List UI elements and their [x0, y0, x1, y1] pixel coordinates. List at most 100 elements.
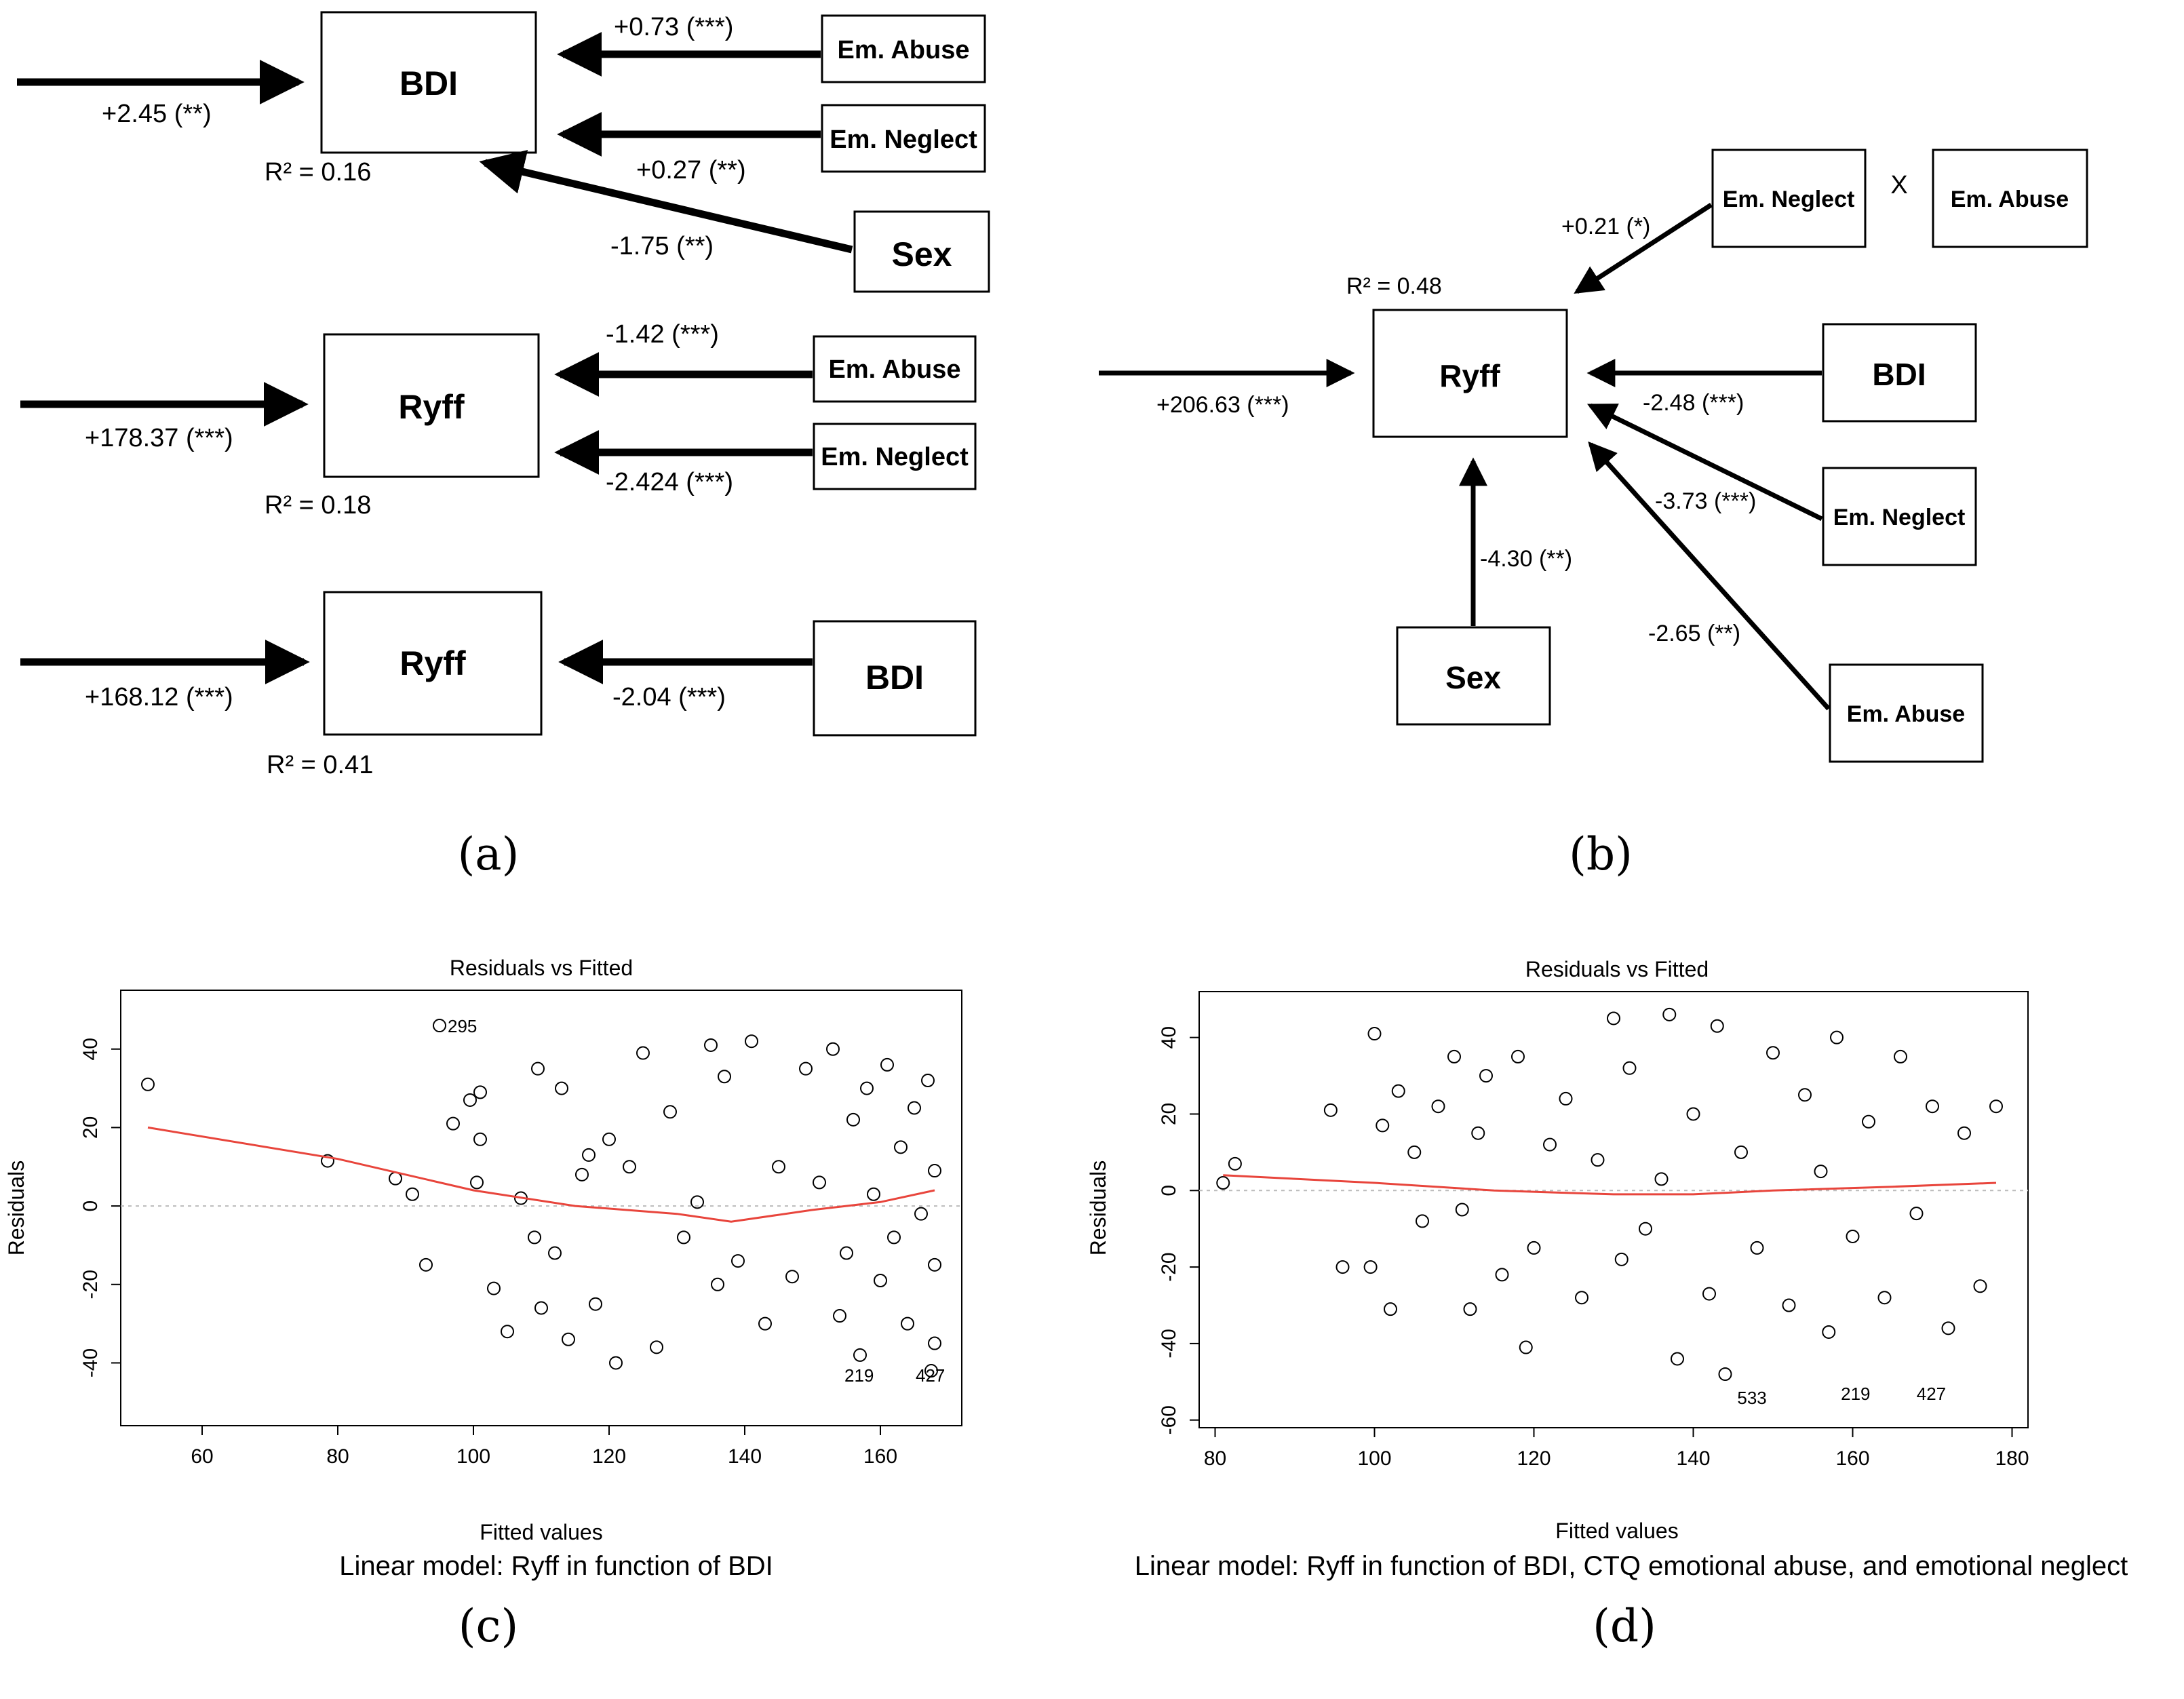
plot-c-trend-line [147, 1126, 935, 1223]
plot-c-point [860, 1081, 874, 1095]
plot-c-point [589, 1297, 602, 1311]
plot-c-point [141, 1077, 155, 1091]
em-abuse-label-1: Em. Abuse [838, 36, 970, 64]
em-neglect-coef-b: -3.73 (***) [1655, 488, 1756, 514]
plot-c-ytick-label: -40 [79, 1348, 102, 1378]
plot-c-point [785, 1270, 799, 1284]
plot-d-point [1639, 1222, 1652, 1236]
plot-c-point [813, 1175, 826, 1190]
plot-d-point [1957, 1126, 1971, 1140]
plot-c-point [473, 1132, 487, 1146]
plot-d-ticks: 80 100 120 140 160 180 40 20 0 -20 -40 -60 [1158, 1026, 2029, 1470]
intercept-coef-b: +206.63 (***) [1156, 392, 1289, 418]
plot-c-point [731, 1254, 745, 1268]
plot-d-point [1766, 1046, 1780, 1060]
plot-d-point [1511, 1049, 1525, 1063]
plot-c-point [833, 1309, 846, 1323]
plot-c-point [908, 1101, 921, 1115]
ryff-outcome-box-b [1372, 309, 1568, 438]
plot-d-point [1894, 1049, 1907, 1063]
plot-c-point [321, 1154, 334, 1168]
plot-d-xtick-label: 120 [1517, 1447, 1551, 1470]
plot-c-point [928, 1164, 941, 1178]
plot-c-points: 295 219 427 [141, 1016, 945, 1386]
plot-d-xtick-label: 160 [1835, 1447, 1869, 1470]
plot-c-point [555, 1081, 568, 1095]
plot-c-point [623, 1160, 636, 1174]
bdi-label-3: BDI [865, 659, 924, 697]
plot-d-point [1973, 1279, 1987, 1293]
bdi-box-b [1822, 323, 1977, 423]
plot-d-ytick-label: -60 [1158, 1405, 1180, 1434]
plot-c-point [914, 1207, 928, 1221]
plot-d-point [1941, 1321, 1955, 1335]
plot-c-title: Residuals vs Fitted [450, 956, 633, 980]
bdi-label-b: BDI [1872, 357, 1926, 392]
plot-c-point [880, 1057, 894, 1072]
plot-d-caption: Linear model: Ryff in function of BDI, C… [1135, 1551, 2128, 1581]
plot-c-point [534, 1301, 548, 1315]
r2-label-3: R² = 0.41 [267, 751, 373, 779]
plot-c-xtick-label: 100 [456, 1445, 490, 1468]
ryff-outcome-box-2 [323, 333, 540, 478]
em-abuse-coef-2: -1.42 (***) [606, 320, 719, 349]
plot-d-point [1384, 1302, 1397, 1316]
sex-arrow-1 [479, 150, 853, 254]
plot-c-point [826, 1042, 840, 1056]
plot-d-xlabel: Fitted values [1555, 1519, 1678, 1543]
plot-c-point [690, 1195, 704, 1209]
em-neglect-label-2: Em. Neglect [821, 443, 969, 471]
ryff-outcome-label-3: Ryff [399, 644, 466, 682]
panel-d-residual-plot: Residuals vs Fitted Fitted values Residu… [1086, 957, 2128, 1652]
plot-c-point [433, 1019, 446, 1033]
plot-d-point [1654, 1172, 1669, 1186]
plot-c-point [704, 1038, 718, 1052]
panel-b: Ryff Em. Neglect X Em. Abuse BDI Em. Neg… [1099, 149, 2088, 880]
plot-d-point [1367, 1027, 1382, 1041]
plot-c-point [745, 1034, 758, 1049]
plot-d-point [1416, 1214, 1429, 1228]
bdi-outcome-label: BDI [399, 64, 458, 102]
plot-d-point [1750, 1241, 1764, 1255]
plot-c-point [528, 1230, 541, 1245]
plot-c-point [487, 1281, 501, 1295]
plot-d-point [1662, 1007, 1677, 1021]
plot-c-point [419, 1257, 433, 1272]
interaction-arrow [1574, 203, 1713, 294]
plot-d-ytick-label: -40 [1158, 1329, 1180, 1358]
plot-d-point [1926, 1099, 1939, 1114]
r2-label-1: R² = 0.16 [265, 158, 371, 187]
em-neglect-box-b [1822, 467, 1977, 566]
plot-c-xtick-label: 60 [191, 1445, 213, 1468]
em-abuse-coef-b: -2.65 (**) [1648, 621, 1740, 646]
plot-d-point [1363, 1260, 1378, 1274]
plot-c-point [531, 1061, 545, 1076]
plot-c-point-annotation: 295 [448, 1016, 477, 1036]
plot-d-point [1479, 1069, 1493, 1083]
plot-d-point [1463, 1302, 1477, 1316]
plot-d-point [1798, 1088, 1812, 1102]
plot-c-point [840, 1246, 853, 1260]
plot-d-point [1989, 1099, 2003, 1114]
plot-d-point [1710, 1019, 1724, 1033]
plot-d-ytick-label: 40 [1158, 1026, 1180, 1049]
plot-c-ticks: 60 80 100 120 140 160 40 20 0 -20 -40 [79, 1038, 962, 1468]
plot-d-point [1671, 1352, 1684, 1366]
panel-c-residual-plot: Residuals vs Fitted Fitted values Residu… [4, 956, 962, 1652]
plot-d-point [1877, 1291, 1892, 1305]
plot-d-point [1686, 1107, 1700, 1121]
plot-d-point [1376, 1118, 1390, 1133]
plot-c-ytick-label: 0 [79, 1200, 102, 1212]
plot-c-point [663, 1105, 677, 1119]
plot-c-ytick-label: -20 [79, 1270, 102, 1299]
plot-d-point [1495, 1268, 1509, 1282]
plot-d-point [1471, 1126, 1485, 1140]
plot-d-ytick-label: 0 [1158, 1185, 1180, 1196]
em-neglect-coef-2: -2.424 (***) [606, 468, 733, 496]
plot-d-point [1335, 1260, 1350, 1274]
plot-c-point [758, 1316, 772, 1331]
plot-d-point [1822, 1325, 1836, 1339]
plot-d-point [1407, 1145, 1422, 1159]
sex-label-b: Sex [1445, 660, 1501, 695]
